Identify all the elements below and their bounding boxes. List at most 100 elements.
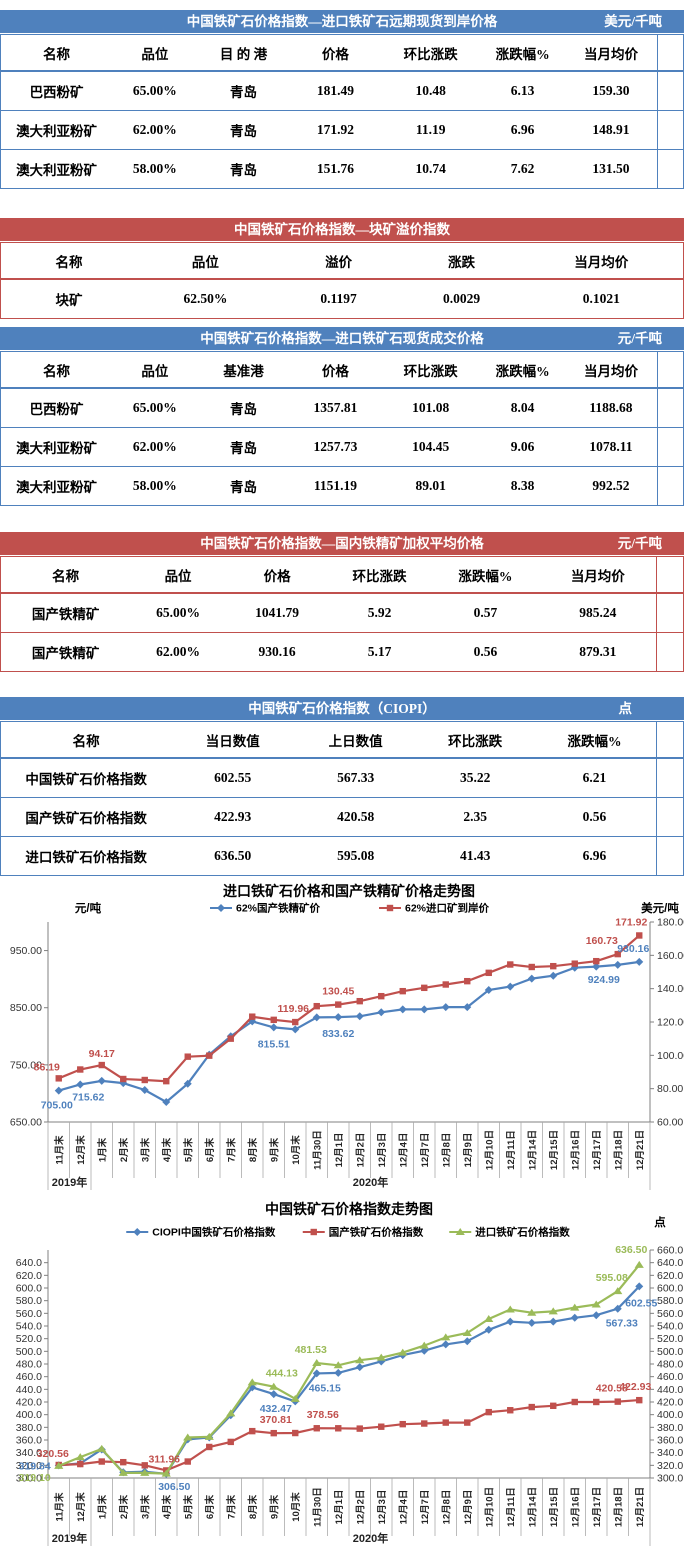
cell: 171.92 xyxy=(289,110,382,150)
svg-text:中国铁矿石价格指数走势图: 中国铁矿石价格指数走势图 xyxy=(265,1201,433,1217)
svg-text:465.15: 465.15 xyxy=(309,1382,341,1394)
svg-text:833.62: 833.62 xyxy=(322,1028,354,1040)
spacer-cell xyxy=(656,149,684,189)
svg-text:12月4日: 12月4日 xyxy=(398,1133,409,1168)
svg-text:12月末: 12月末 xyxy=(75,1492,87,1522)
svg-text:2019年: 2019年 xyxy=(52,1175,87,1189)
cell: 巴西粉矿 xyxy=(0,71,113,111)
svg-text:4月末: 4月末 xyxy=(161,1137,173,1162)
cell: 1188.68 xyxy=(565,388,658,428)
svg-text:2月末: 2月末 xyxy=(118,1137,130,1162)
svg-text:370.81: 370.81 xyxy=(260,1414,292,1426)
table-title: 中国铁矿石价格指数—国内铁精矿加权平均价格 xyxy=(200,536,484,551)
cell: 148.91 xyxy=(565,110,658,150)
column-header: 涨跌幅% xyxy=(479,351,566,389)
svg-text:422.93: 422.93 xyxy=(619,1381,651,1393)
cell: 10.48 xyxy=(381,71,480,111)
column-header: 当月均价 xyxy=(565,351,658,389)
table-title-bar: 中国铁矿石价格指数—国内铁精矿加权平均价格 元/千吨 xyxy=(0,532,684,555)
spacer-cell xyxy=(656,71,684,111)
svg-text:924.99: 924.99 xyxy=(588,974,620,986)
table-row: 中国铁矿石价格指数 602.55 567.33 35.22 6.21 xyxy=(0,758,684,798)
svg-text:80.00: 80.00 xyxy=(657,1083,683,1095)
svg-text:480.0: 480.0 xyxy=(16,1359,42,1371)
svg-text:进口铁矿石价格和国产铁精矿价格走势图: 进口铁矿石价格和国产铁精矿价格走势图 xyxy=(223,883,475,899)
column-header: 价格 xyxy=(289,34,382,72)
cell: 62.00% xyxy=(112,427,198,467)
data-table: 名称 品位 溢价 涨跌 当月均价 块矿 62.50% 0.1197 0.0029 0.1021 xyxy=(0,242,684,319)
svg-text:500.0: 500.0 xyxy=(657,1346,683,1358)
svg-text:930.16: 930.16 xyxy=(617,943,649,955)
cell: 992.52 xyxy=(592,478,630,493)
spacer-cell xyxy=(656,110,684,150)
svg-text:3月末: 3月末 xyxy=(139,1137,151,1162)
column-header: 溢价 xyxy=(273,242,404,280)
table-row: 国产铁矿石价格指数 422.93 420.58 2.35 0.56 xyxy=(0,797,684,837)
cell: 澳大利亚粉矿 xyxy=(0,110,113,150)
svg-text:620.0: 620.0 xyxy=(16,1270,42,1282)
cell: 青岛 xyxy=(229,480,257,495)
cell: 青岛 xyxy=(197,71,290,111)
cell: 58.00% xyxy=(132,161,177,176)
svg-text:319.10: 319.10 xyxy=(19,1472,51,1484)
svg-text:12月10日: 12月10日 xyxy=(484,1487,495,1527)
svg-text:440.0: 440.0 xyxy=(16,1384,42,1396)
table-title-bar: 中国铁矿石价格指数—进口铁矿石远期现货到岸价格 美元/千吨 xyxy=(0,10,684,33)
svg-text:160.00: 160.00 xyxy=(657,950,684,962)
svg-text:11月末: 11月末 xyxy=(53,1135,65,1165)
svg-text:950.00: 950.00 xyxy=(10,945,42,957)
svg-text:国产铁矿石价格指数: 国产铁矿石价格指数 xyxy=(329,1226,424,1239)
svg-text:元/吨: 元/吨 xyxy=(75,901,102,915)
svg-text:705.00: 705.00 xyxy=(41,1100,73,1112)
svg-text:12月7日: 12月7日 xyxy=(420,1133,431,1168)
svg-text:180.00: 180.00 xyxy=(657,917,684,929)
svg-text:171.92: 171.92 xyxy=(615,916,647,928)
svg-text:12月1日: 12月1日 xyxy=(334,1133,345,1168)
column-header: 当日数值 xyxy=(171,721,295,759)
cell: 11.19 xyxy=(381,110,480,150)
svg-text:580.0: 580.0 xyxy=(16,1295,42,1307)
column-header: 基准港 xyxy=(197,351,290,389)
table-ciopi-index: 中国铁矿石价格指数（CIOPI） 点 名称 当日数值 上日数值 环比涨跌 涨跌幅% 中国铁… xyxy=(0,697,684,876)
table-row: 块矿 62.50% 0.1197 0.0029 0.1021 xyxy=(1,279,684,319)
svg-text:12月1日: 12月1日 xyxy=(334,1490,345,1525)
svg-text:380.0: 380.0 xyxy=(16,1422,42,1434)
svg-text:4月末: 4月末 xyxy=(161,1494,173,1519)
table-row: 进口铁矿石价格指数 636.50 595.08 41.43 6.96 xyxy=(1,836,684,876)
cell: 澳大利亚粉矿 xyxy=(16,480,98,495)
column-header: 环比涨跌 xyxy=(381,34,480,72)
spacer-cell xyxy=(655,797,684,837)
svg-text:444.13: 444.13 xyxy=(266,1368,298,1380)
svg-text:2月末: 2月末 xyxy=(118,1494,130,1519)
column-header: 价格 xyxy=(289,351,382,389)
column-header: 上日数值 xyxy=(294,721,418,759)
svg-text:480.0: 480.0 xyxy=(657,1359,683,1371)
svg-text:12月4日: 12月4日 xyxy=(398,1490,409,1525)
svg-text:12月11日: 12月11日 xyxy=(506,1487,517,1527)
svg-text:2020年: 2020年 xyxy=(353,1175,388,1189)
svg-text:420.58: 420.58 xyxy=(596,1383,628,1395)
svg-text:进口铁矿石价格指数: 进口铁矿石价格指数 xyxy=(475,1226,570,1239)
svg-text:12月末: 12月末 xyxy=(75,1135,87,1165)
svg-text:7月末: 7月末 xyxy=(225,1494,237,1519)
svg-text:311.96: 311.96 xyxy=(148,1453,180,1465)
column-header: 环比涨跌 xyxy=(328,556,431,594)
svg-text:5月末: 5月末 xyxy=(182,1137,194,1162)
svg-text:12月21日: 12月21日 xyxy=(635,1130,646,1170)
svg-text:CIOPI中国铁矿石价格指数: CIOPI中国铁矿石价格指数 xyxy=(152,1226,276,1239)
spacer-cell xyxy=(656,351,684,389)
cell: 65.00% xyxy=(112,388,198,428)
cell: 澳大利亚粉矿 xyxy=(16,163,98,178)
svg-text:595.08: 595.08 xyxy=(596,1272,628,1284)
svg-text:119.96: 119.96 xyxy=(277,1003,309,1015)
svg-text:140.00: 140.00 xyxy=(657,983,684,995)
svg-text:12月9日: 12月9日 xyxy=(463,1133,474,1168)
svg-text:580.0: 580.0 xyxy=(657,1295,683,1307)
cell: 6.96 xyxy=(582,848,607,863)
table-row: 澳大利亚粉矿 58.00% 青岛 151.76 10.74 7.62 131.50 xyxy=(1,149,684,189)
svg-text:378.56: 378.56 xyxy=(307,1409,339,1421)
svg-text:11月30日: 11月30日 xyxy=(312,1130,323,1170)
svg-text:86.19: 86.19 xyxy=(34,1061,60,1073)
svg-text:12月2日: 12月2日 xyxy=(355,1133,366,1168)
svg-text:300.0: 300.0 xyxy=(16,1473,42,1485)
